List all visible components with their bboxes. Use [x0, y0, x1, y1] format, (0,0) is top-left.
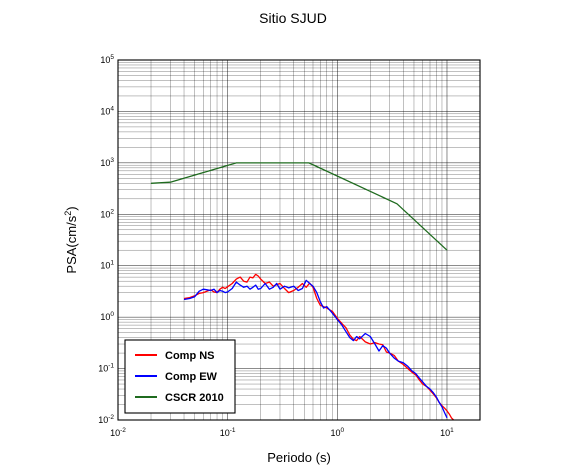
y-tick-labels: 10-2 10-1 100 101 102 103 104 105 [98, 54, 114, 425]
y-tick-label: 10-2 [98, 414, 114, 425]
plot-frame [117, 59, 481, 421]
y-tick-label: 100 [100, 311, 114, 322]
y-axis-label: PSA(cm/s2) [63, 206, 79, 273]
legend-label-comp-ew: Comp EW [165, 371, 218, 383]
series-line-comp-ns [183, 273, 455, 421]
y-axis-label-close: ) [64, 206, 79, 210]
y-axis-label-sup: 2 [63, 211, 73, 216]
y-tick-label: 101 [100, 260, 114, 271]
series-line-comp-ew [183, 279, 448, 419]
y-axis-label-text: PSA(cm/s2) [63, 206, 79, 273]
chart-title: Sitio SJUD [259, 10, 327, 26]
legend: Comp NS Comp EW CSCR 2010 [124, 339, 236, 414]
y-tick-label: 103 [100, 157, 114, 168]
series-line-cscr-2010 [150, 162, 448, 251]
y-tick-label: 105 [100, 54, 114, 65]
y-tick-label: 104 [100, 105, 114, 116]
legend-label-comp-ns: Comp NS [165, 350, 215, 362]
y-tick-label: 10-1 [98, 363, 114, 374]
y-axis-label-base: PSA(cm/s [64, 215, 79, 273]
x-tick-labels: 10-2 10-1 100 101 [110, 427, 454, 438]
x-tick-label: 101 [440, 427, 454, 438]
y-tick-label: 102 [100, 208, 114, 219]
x-tick-label: 10-2 [110, 427, 126, 438]
x-tick-label: 10-1 [220, 427, 236, 438]
x-tick-label: 100 [331, 427, 345, 438]
x-axis-label: Periodo (s) [267, 450, 331, 465]
legend-label-cscr-2010: CSCR 2010 [165, 392, 224, 404]
series-layer [150, 162, 455, 421]
